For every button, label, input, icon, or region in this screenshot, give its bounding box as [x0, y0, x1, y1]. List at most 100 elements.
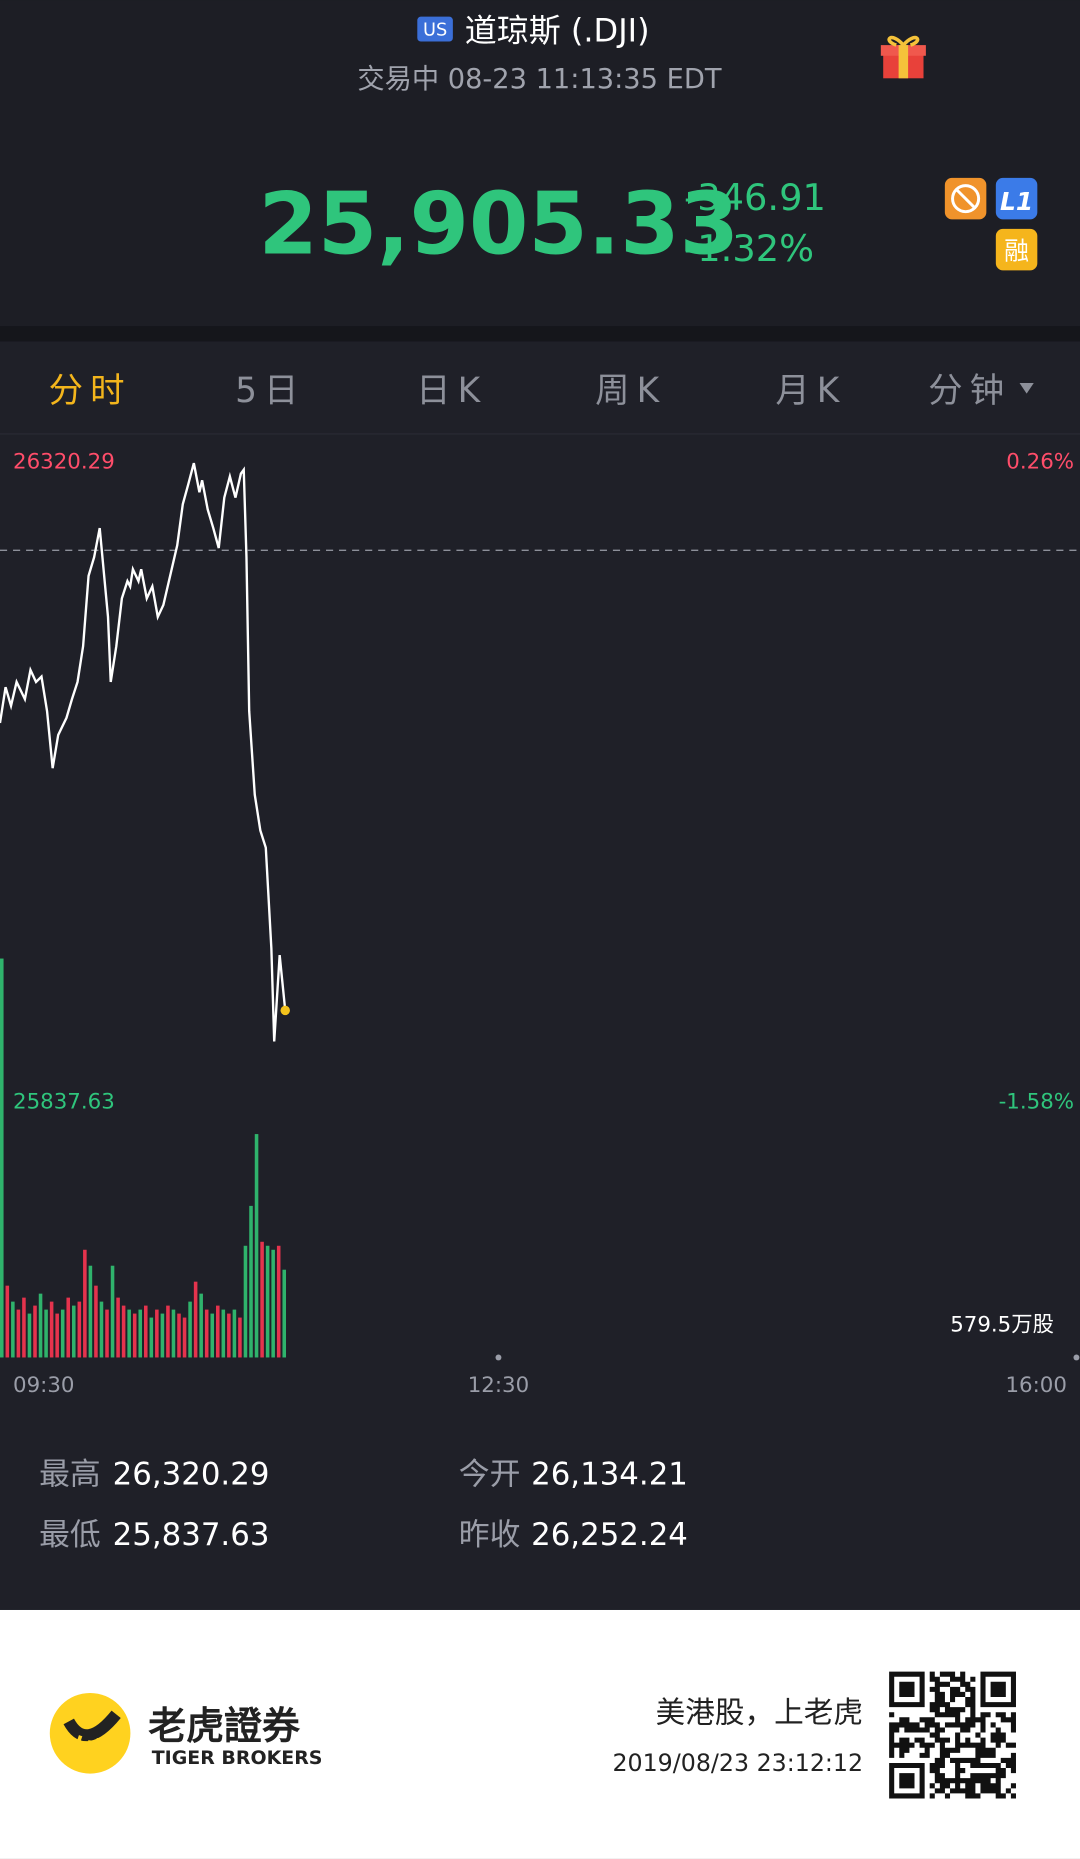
- volume-bar: [132, 1313, 137, 1358]
- volume-bar: [166, 1305, 170, 1358]
- stat-value: 25,837.63: [113, 1517, 270, 1553]
- l1-badge[interactable]: L1: [1000, 187, 1033, 216]
- volume-bar: [66, 1297, 71, 1358]
- x-tick-dot: [495, 1354, 502, 1361]
- tab[interactable]: 5日: [235, 371, 305, 411]
- tab[interactable]: 日K: [416, 371, 487, 411]
- volume-bar: [127, 1309, 131, 1358]
- volume-bar: [38, 1293, 43, 1358]
- timestamp: 2019/08/23 23:12:12: [612, 1749, 863, 1777]
- volume-bar: [149, 1317, 154, 1358]
- volume-bar: [216, 1305, 220, 1358]
- volume-bar: [227, 1313, 231, 1358]
- volume-bar: [177, 1313, 181, 1358]
- tab[interactable]: 分时: [49, 371, 132, 411]
- volume-bar: [160, 1313, 165, 1358]
- price-line: [0, 462, 287, 1042]
- volume-bar: [0, 958, 4, 1358]
- volume-bar: [260, 1241, 264, 1358]
- y2-tick-label: 0.26%: [1006, 449, 1074, 474]
- volume-bar: [16, 1309, 21, 1358]
- stat-label: 今开: [459, 1456, 521, 1492]
- volume-bar: [22, 1297, 26, 1358]
- change-pct: -1.32%: [684, 227, 814, 270]
- status: 交易中 08-23 11:13:35 EDT: [357, 64, 722, 95]
- volume-bar: [27, 1313, 32, 1358]
- volume-bar: [171, 1309, 176, 1358]
- change: -346.91: [684, 176, 826, 219]
- volume-bar: [243, 1245, 248, 1358]
- title: 道琼斯 (.DJI): [465, 12, 650, 50]
- stat-label: 昨收: [459, 1517, 521, 1553]
- volume-bar: [204, 1309, 209, 1358]
- volume-bar: [182, 1317, 187, 1358]
- volume-bar: [55, 1313, 59, 1358]
- x-tick-label: 09:30: [13, 1373, 74, 1398]
- volume-bar: [210, 1313, 215, 1358]
- volume-bar: [116, 1297, 120, 1358]
- divider: [0, 326, 1080, 342]
- volume-bar: [232, 1309, 237, 1358]
- margin-badge[interactable]: 融: [1004, 237, 1029, 266]
- volume-bar: [72, 1305, 76, 1358]
- dropdown-arrow[interactable]: [1019, 382, 1034, 394]
- volume-bar: [44, 1309, 48, 1358]
- volume-bar: [60, 1309, 65, 1358]
- volume-bar: [276, 1245, 281, 1358]
- logo: [49, 1692, 131, 1774]
- volume-bar: [49, 1301, 54, 1358]
- y2-tick-label: -1.58%: [999, 1090, 1074, 1115]
- tab[interactable]: 分钟: [928, 371, 1011, 411]
- brand-en: TIGER BROKERS: [152, 1747, 323, 1769]
- last-point: [280, 1005, 290, 1016]
- tab[interactable]: 周K: [595, 371, 666, 411]
- volume-bar: [5, 1285, 10, 1358]
- volume-bar: [77, 1301, 82, 1358]
- volume-bar: [105, 1309, 109, 1358]
- gift-icon[interactable]: [880, 35, 926, 79]
- volume-bar: [221, 1309, 226, 1358]
- stat-value: 26,320.29: [113, 1456, 270, 1492]
- volume-bar: [121, 1305, 126, 1358]
- volume-bar: [265, 1245, 270, 1358]
- volume-bar: [144, 1305, 148, 1358]
- volume-bar: [11, 1301, 15, 1358]
- volume-bar: [282, 1269, 287, 1358]
- y-tick-label: 26320.29: [13, 449, 115, 474]
- volume-bar: [94, 1285, 98, 1358]
- volume-bar: [33, 1305, 37, 1358]
- slogan: 美港股，上老虎: [656, 1695, 863, 1730]
- l1-badge-bg: [995, 177, 1038, 220]
- market-badge: US: [423, 20, 447, 41]
- stat-value: 26,134.21: [531, 1456, 688, 1492]
- volume-bar: [193, 1281, 198, 1358]
- volume-bar: [83, 1249, 87, 1358]
- market-badge-bg: [417, 16, 453, 42]
- volume-bar: [271, 1249, 275, 1358]
- stat-label: 最高: [39, 1456, 101, 1492]
- brand: 老虎證券: [148, 1704, 301, 1748]
- stat-value: 26,252.24: [531, 1517, 688, 1553]
- volume-bar: [249, 1205, 253, 1358]
- y-tick-label: 25837.63: [13, 1090, 115, 1115]
- volume-bar: [199, 1293, 203, 1358]
- x-tick-label: 12:30: [468, 1373, 529, 1398]
- volume-bar: [138, 1309, 143, 1358]
- volume-bar: [155, 1309, 159, 1358]
- volume-bar: [99, 1301, 104, 1358]
- stat-label: 最低: [39, 1517, 101, 1553]
- volume-bar: [88, 1265, 93, 1358]
- price: 25,905.33: [258, 176, 739, 275]
- volume-bar: [188, 1301, 192, 1358]
- x-tick-label: 16:00: [1005, 1373, 1066, 1398]
- tab[interactable]: 月K: [775, 371, 846, 411]
- qr-code: [889, 1671, 1016, 1799]
- volume-bar: [110, 1265, 115, 1358]
- margin-badge-bg: [995, 228, 1038, 271]
- volume-bar: [238, 1317, 242, 1358]
- volume-bar: [254, 1134, 259, 1358]
- volume-label: 579.5万股: [950, 1312, 1054, 1337]
- short-icon[interactable]: [944, 177, 987, 220]
